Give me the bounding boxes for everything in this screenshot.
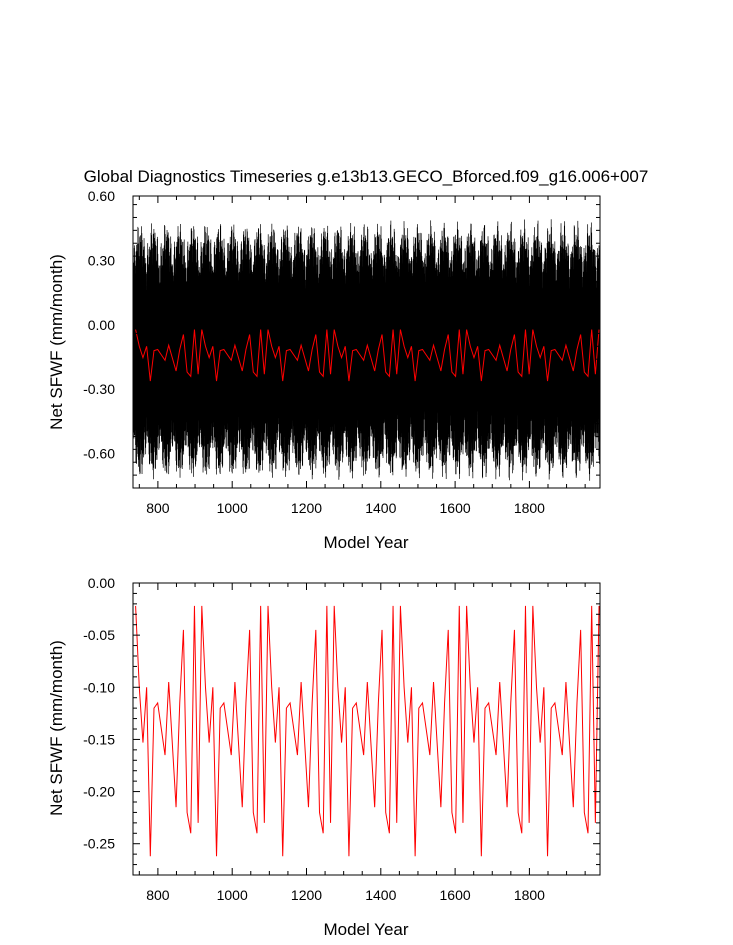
x-tick-label: 1600	[440, 500, 471, 516]
x-tick-label: 1400	[365, 500, 396, 516]
y-tick-label: -0.60	[83, 446, 115, 462]
y-tick-label: 0.60	[88, 188, 115, 204]
bottom-axes: 800 1000 1200 1400 1600 1800 0.00 -0.05 -0.10 -0.…	[83, 575, 601, 903]
annual-line	[135, 605, 600, 857]
y-tick-label: -0.25	[83, 836, 115, 852]
x-tick-label: 1800	[514, 887, 545, 903]
y-tick-label: 0.00	[88, 317, 115, 333]
top-plot: 800 1000 1200 1400 1600 1800 0.60 0.30 0.00 -0.30…	[47, 188, 601, 552]
monthly-series-line	[133, 219, 600, 481]
y-tick-label: 0.00	[88, 575, 115, 591]
annual-series-line	[135, 329, 600, 382]
x-tick-label: 800	[146, 887, 170, 903]
x-tick-label: 1200	[291, 500, 322, 516]
y-tick-label: -0.05	[83, 627, 115, 643]
y-tick-label: -0.20	[83, 784, 115, 800]
x-tick-label: 1600	[440, 887, 471, 903]
annual-series-line	[135, 605, 600, 857]
bottom-x-axis-label: Model Year	[323, 920, 408, 939]
y-tick-label: -0.30	[83, 381, 115, 397]
y-tick-label: -0.10	[83, 679, 115, 695]
bottom-y-axis-label: Net SFWF (mm/month)	[47, 640, 66, 816]
y-tick-label: 0.30	[88, 252, 115, 268]
x-tick-label: 1800	[514, 500, 545, 516]
top-y-axis-label: Net SFWF (mm/month)	[47, 254, 66, 430]
x-tick-label: 1000	[217, 500, 248, 516]
top-axes: 800 1000 1200 1400 1600 1800 0.60 0.30 0.00 -0.30…	[83, 188, 601, 516]
annual-line	[135, 329, 600, 382]
plot-frame	[132, 195, 601, 489]
x-tick-label: 1000	[217, 887, 248, 903]
x-tick-label: 1400	[365, 887, 396, 903]
x-tick-label: 800	[146, 500, 170, 516]
monthly-line	[133, 219, 600, 481]
bottom-plot: 800 1000 1200 1400 1600 1800 0.00 -0.05 -0.10 -0.…	[47, 575, 601, 939]
top-x-axis-label: Model Year	[323, 533, 408, 552]
x-tick-label: 1200	[291, 887, 322, 903]
chart-title: Global Diagnostics Timeseries g.e13b13.G…	[84, 167, 649, 186]
y-tick-label: -0.15	[83, 731, 115, 747]
